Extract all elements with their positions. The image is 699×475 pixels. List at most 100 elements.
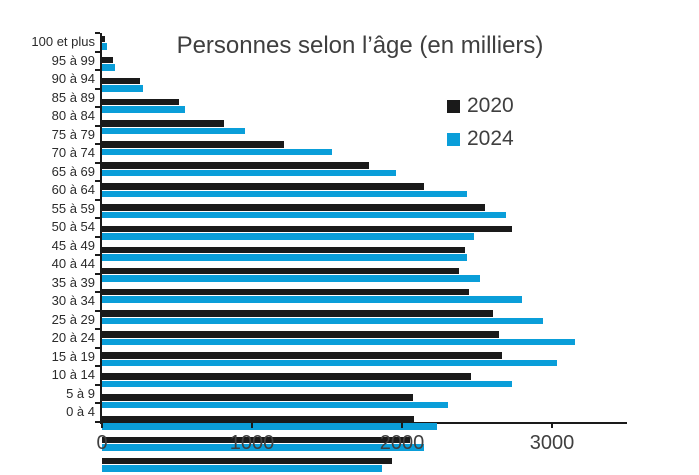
x-axis-label-1000: 1000 [229, 432, 275, 454]
bar-2020-9 [102, 225, 512, 233]
bar-2024-6 [102, 169, 396, 177]
bar-2020-8 [102, 204, 485, 211]
legend-swatch-2024-icon [447, 132, 460, 146]
bar-group [102, 352, 627, 371]
bar-group [102, 267, 627, 287]
x-axis-label-2000: 2000 [379, 432, 425, 454]
bar-2024-15 [102, 359, 558, 367]
bar-2024-5 [102, 148, 332, 156]
y-label-8: 60 à 64 [51, 182, 95, 198]
y-axis-tick [95, 106, 100, 109]
y-label-7: 65 à 69 [51, 163, 95, 179]
y-label-12: 40 à 44 [51, 256, 95, 272]
bar-group [102, 457, 627, 475]
bar-2024-7 [102, 190, 467, 198]
y-axis-tick [95, 309, 100, 312]
bar-group [102, 162, 627, 181]
y-axis-tick [95, 383, 100, 386]
y-label-17: 15 à 19 [51, 348, 95, 364]
bar-group [102, 120, 627, 139]
bar-2020-12 [102, 288, 469, 296]
bar-group [102, 225, 627, 245]
y-axis-tick [95, 87, 100, 90]
x-axis-tick [401, 422, 403, 428]
legend-label-2024: 2024 [467, 127, 514, 150]
bar-2024-4 [102, 127, 246, 135]
y-axis-tick [95, 69, 100, 72]
bar-2024-2 [102, 85, 144, 92]
y-axis-tick [95, 365, 100, 368]
y-axis-tick [95, 50, 100, 53]
y-axis-tick [95, 32, 100, 34]
bar-group [102, 77, 627, 97]
bar-2020-5 [102, 141, 284, 148]
bar-2024-1 [102, 64, 115, 71]
bar-group [102, 331, 627, 350]
bar-2024-11 [102, 275, 480, 282]
x-axis-tick [251, 422, 253, 428]
bar-group [102, 288, 627, 308]
bar-2020-6 [102, 162, 369, 169]
plot-area: 0 1000 2000 3000 [95, 32, 627, 472]
bar-group [102, 56, 627, 76]
y-label-18: 10 à 14 [51, 367, 95, 383]
y-label-1: 95 à 99 [51, 52, 95, 68]
bar-2024-8 [102, 211, 507, 219]
bar-2020-18 [102, 415, 414, 423]
y-label-20: 0 à 4 [66, 404, 95, 420]
x-axis-label-0: 0 [96, 432, 108, 454]
bar-group [102, 35, 627, 55]
y-label-10: 50 à 54 [51, 219, 95, 235]
bar-2020-13 [102, 310, 493, 317]
bar-group [102, 98, 627, 118]
bar-2024-12 [102, 296, 522, 303]
bar-2020-3 [102, 98, 180, 106]
bar-2024-16 [102, 380, 512, 388]
y-label-4: 80 à 84 [51, 108, 95, 124]
bar-2024-13 [102, 317, 543, 325]
y-axis-tick [95, 291, 100, 294]
x-axis-label-3000: 3000 [529, 432, 575, 454]
bar-2020-4 [102, 120, 225, 127]
bar-group [102, 204, 627, 223]
bar-2024-20 [102, 465, 382, 472]
bar-2020-11 [102, 267, 459, 275]
bar-group [102, 310, 627, 329]
y-axis-tick [95, 254, 100, 257]
bar-2024-18 [102, 423, 437, 430]
y-label-5: 75 à 79 [51, 126, 95, 142]
x-axis-tick [551, 422, 553, 428]
bar-2024-0 [102, 43, 107, 50]
y-axis-tick [95, 143, 100, 146]
bar-2020-0 [102, 35, 105, 43]
bar-2024-9 [102, 233, 474, 240]
legend-item-2024: 2024 [447, 127, 514, 150]
bar-group [102, 183, 627, 202]
bar-2020-10 [102, 246, 465, 254]
y-axis-labels: 100 et plus 95 à 99 90 à 94 85 à 89 80 à 84 7… [0, 33, 95, 422]
legend: 2020 2024 [447, 94, 514, 150]
x-axis-tick [101, 422, 103, 428]
bar-group [102, 141, 627, 160]
bar-2024-19 [102, 444, 424, 451]
bar-group [102, 394, 627, 413]
legend-label-2020: 2020 [467, 94, 514, 117]
y-label-11: 45 à 49 [51, 237, 95, 253]
bar-group [102, 246, 627, 266]
bar-2024-10 [102, 254, 468, 261]
bar-group [102, 373, 627, 392]
y-axis-tick [95, 217, 100, 220]
legend-swatch-2020-icon [447, 99, 460, 113]
bar-2024-14 [102, 338, 575, 346]
y-axis-tick [95, 180, 100, 183]
bar-group [102, 436, 627, 456]
y-axis-tick [95, 328, 100, 331]
y-label-14: 30 à 34 [51, 293, 95, 309]
legend-item-2020: 2020 [447, 94, 514, 117]
y-label-2: 90 à 94 [51, 71, 95, 87]
y-label-16: 20 à 24 [51, 330, 95, 346]
y-label-15: 25 à 29 [51, 311, 95, 327]
bar-2020-20 [102, 457, 392, 465]
bar-2020-7 [102, 183, 424, 190]
